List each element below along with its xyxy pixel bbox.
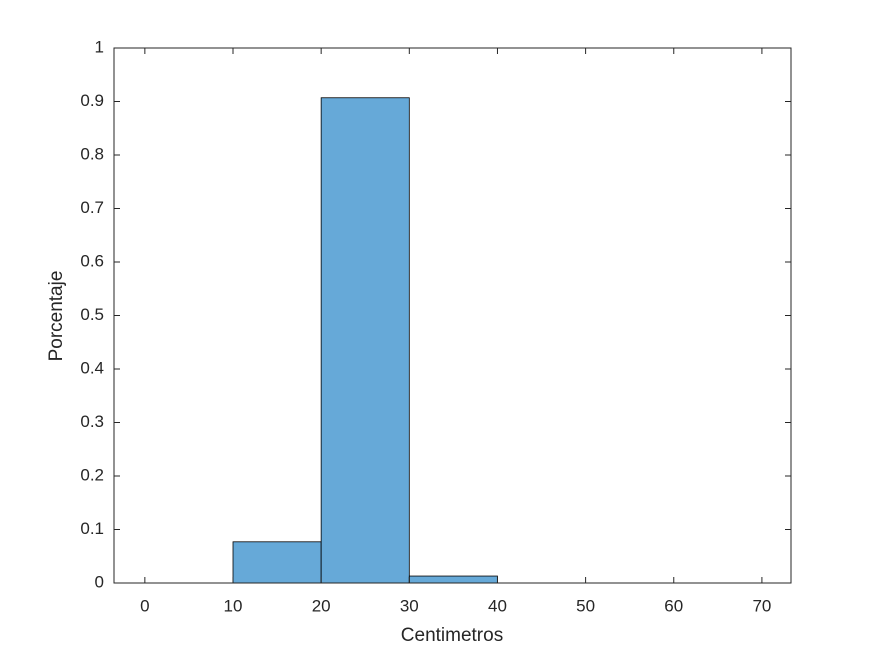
- y-tick-label: 0: [95, 572, 104, 591]
- y-tick-label: 0.1: [80, 519, 104, 538]
- x-tick-label: 50: [576, 596, 595, 615]
- x-tick-label: 40: [488, 596, 507, 615]
- x-tick-label: 10: [224, 596, 243, 615]
- y-axis-label: Porcentaje: [46, 271, 67, 362]
- x-tick-label: 30: [400, 596, 419, 615]
- x-tick-label: 20: [312, 596, 331, 615]
- bar: [408, 575, 498, 584]
- y-tick-label: 0.3: [80, 412, 104, 431]
- x-tick-label: 0: [140, 596, 149, 615]
- y-tick-label: 0.9: [80, 91, 104, 110]
- y-tick-label: 0.7: [80, 198, 104, 217]
- y-tick-label: 0.4: [80, 358, 104, 377]
- bar: [232, 541, 322, 584]
- y-tick-label: 0.2: [80, 465, 104, 484]
- x-axis-label: Centimetros: [401, 625, 503, 646]
- bar: [320, 97, 410, 584]
- y-tick-label: 0.8: [80, 144, 104, 163]
- y-tick-label: 0.5: [80, 305, 104, 324]
- y-tick-label: 1: [95, 37, 104, 56]
- x-tick-label: 70: [752, 596, 771, 615]
- y-tick-label: 0.6: [80, 251, 104, 270]
- x-tick-label: 60: [664, 596, 683, 615]
